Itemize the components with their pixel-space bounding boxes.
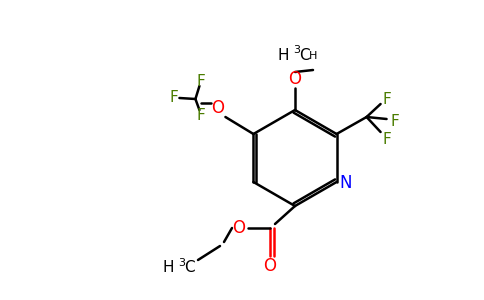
Text: F: F: [382, 92, 391, 106]
Text: F: F: [382, 131, 391, 146]
Text: O: O: [288, 70, 302, 88]
Text: H: H: [277, 47, 289, 62]
Text: F: F: [169, 89, 178, 104]
Text: N: N: [339, 174, 352, 192]
Text: 3: 3: [178, 258, 185, 268]
Text: C: C: [299, 47, 310, 62]
Text: H: H: [309, 51, 318, 61]
Text: F: F: [196, 107, 205, 122]
Text: C: C: [184, 260, 195, 275]
Text: O: O: [263, 257, 276, 275]
Text: F: F: [196, 74, 205, 88]
Text: O: O: [232, 219, 245, 237]
Text: O: O: [211, 99, 224, 117]
Text: 3: 3: [293, 45, 300, 55]
Text: F: F: [390, 113, 399, 128]
Text: H: H: [163, 260, 174, 275]
